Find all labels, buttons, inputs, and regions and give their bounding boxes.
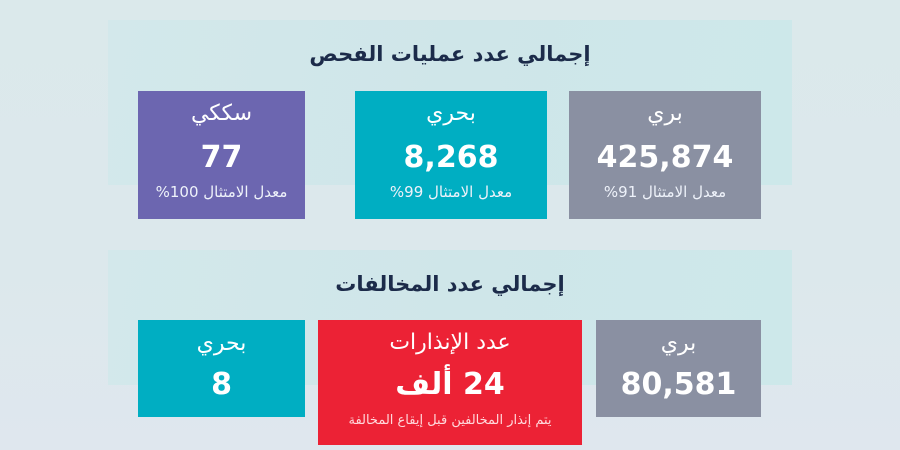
inspection-card-land: بري 425,874 معدل الامتثال 91% bbox=[569, 91, 761, 219]
card-label: عدد الإنذارات bbox=[389, 330, 511, 355]
card-value: 77 bbox=[200, 140, 243, 175]
violation-card-land: بري 80,581 bbox=[596, 320, 761, 417]
inspections-title: إجمالي عدد عمليات الفحص bbox=[309, 42, 591, 66]
card-label: بري bbox=[647, 101, 683, 126]
violations-title: إجمالي عدد المخالفات bbox=[335, 272, 565, 296]
violation-card-warnings: عدد الإنذارات 24 ألف يتم إنذار المخالفين… bbox=[318, 320, 582, 445]
card-label: سككي bbox=[190, 101, 253, 126]
card-label: بري bbox=[660, 331, 697, 356]
card-label: بحري bbox=[196, 331, 247, 356]
card-value: 24 ألف bbox=[395, 367, 505, 402]
card-note: يتم إنذار المخالفين قبل إيقاع المخالفة bbox=[348, 413, 552, 428]
card-compliance-rate: معدل الامتثال 91% bbox=[603, 183, 727, 201]
card-label: بحري bbox=[426, 101, 476, 126]
card-value: 425,874 bbox=[596, 140, 734, 175]
card-value: 8,268 bbox=[403, 140, 499, 175]
inspection-card-rail: سككي 77 معدل الامتثال 100% bbox=[138, 91, 305, 219]
card-compliance-rate: معدل الامتثال 99% bbox=[389, 183, 513, 201]
inspection-card-sea: بحري 8,268 معدل الامتثال 99% bbox=[355, 91, 547, 219]
card-value: 80,581 bbox=[620, 367, 737, 402]
violation-card-sea: بحري 8 bbox=[138, 320, 305, 417]
card-value: 8 bbox=[211, 367, 232, 402]
card-compliance-rate: معدل الامتثال 100% bbox=[155, 183, 288, 201]
